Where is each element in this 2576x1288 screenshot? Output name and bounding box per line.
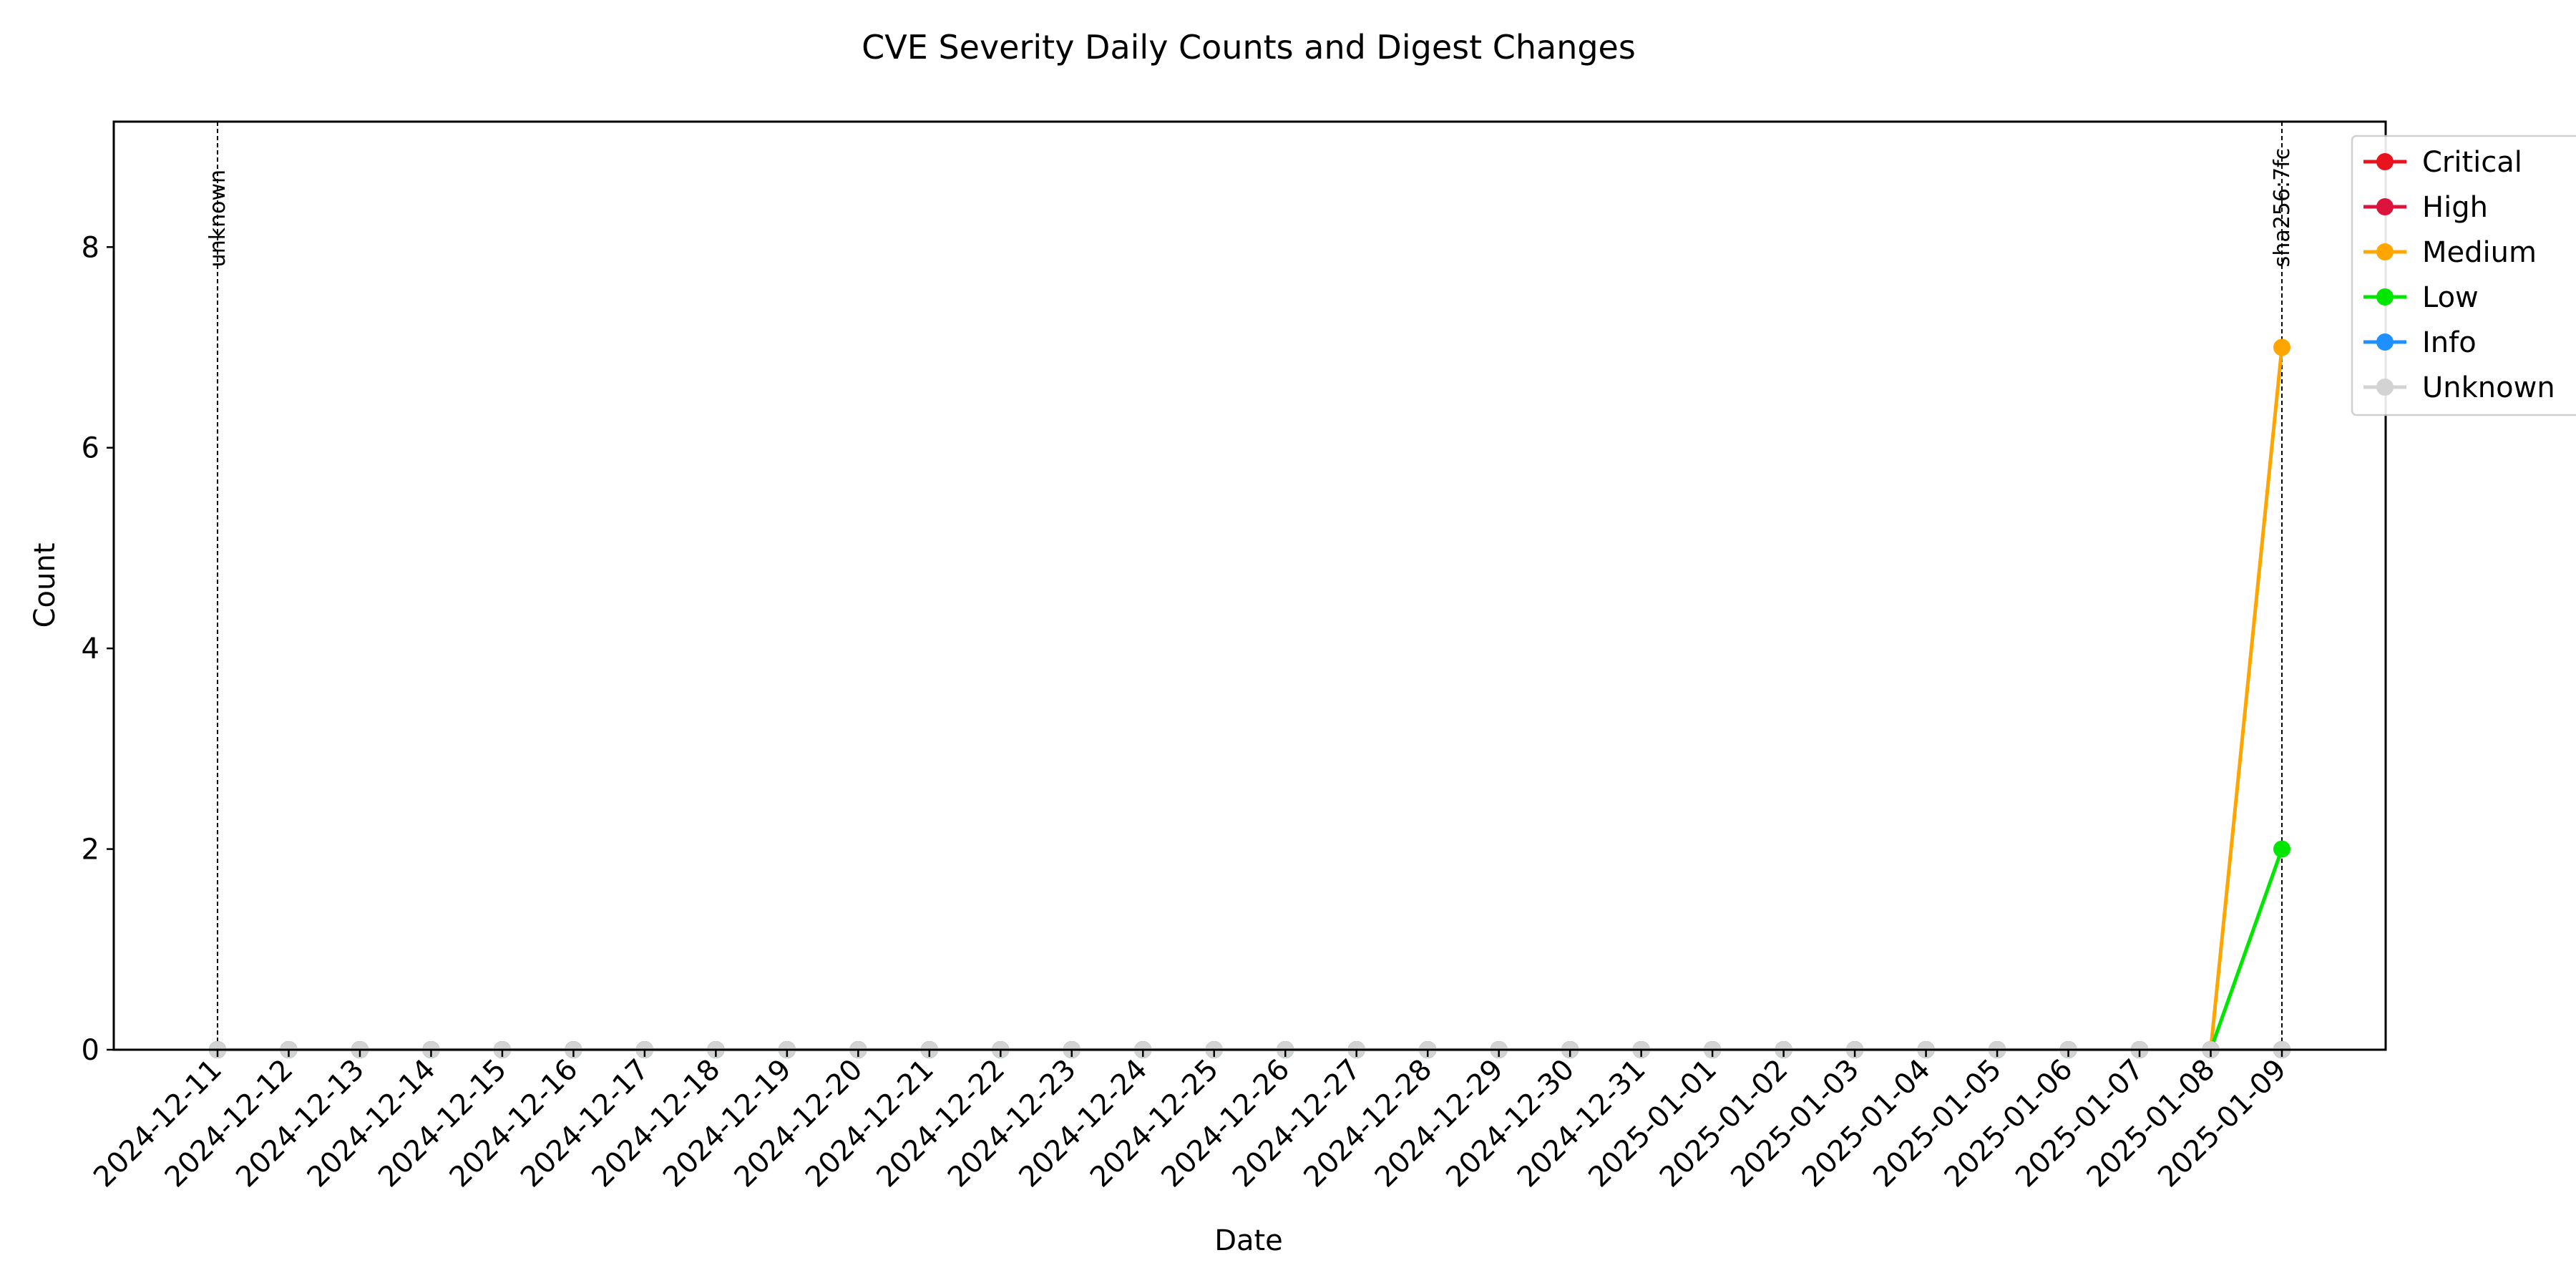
legend-marker-medium: [2376, 243, 2394, 260]
plot-frame: [112, 120, 2387, 1051]
y-tick-label: 6: [82, 432, 99, 465]
data-point-medium: [2273, 338, 2290, 356]
legend-marker-critical: [2376, 153, 2394, 170]
y-tick-label: 8: [82, 231, 99, 264]
legend-marker-info: [2376, 333, 2394, 351]
y-tick-label: 0: [82, 1034, 99, 1067]
legend: Critical High Medium Low Info Unknown: [2351, 135, 2576, 416]
legend-label-high: High: [2422, 191, 2488, 224]
chart-title: CVE Severity Daily Counts and Digest Cha…: [862, 28, 1636, 67]
y-axis: 0 2 4 6 8: [82, 231, 114, 1067]
legend-marker-high: [2376, 198, 2394, 215]
x-axis-label: Date: [1214, 1224, 1283, 1257]
legend-label-info: Info: [2422, 326, 2477, 359]
legend-label-low: Low: [2422, 281, 2479, 314]
digest-change-label: sha256:7fc: [2270, 148, 2295, 268]
y-tick-label: 4: [82, 633, 99, 665]
y-axis-label: Count: [29, 543, 62, 628]
legend-box: [2351, 135, 2576, 416]
y-tick-label: 2: [82, 834, 99, 867]
legend-marker-low: [2376, 288, 2394, 306]
legend-label-critical: Critical: [2422, 146, 2522, 179]
legend-label-medium: Medium: [2422, 236, 2537, 269]
data-point-low: [2273, 840, 2290, 858]
legend-marker-unknown: [2376, 379, 2394, 396]
digest-change-label: unknown: [205, 170, 230, 267]
legend-label-unknown: Unknown: [2422, 371, 2555, 404]
